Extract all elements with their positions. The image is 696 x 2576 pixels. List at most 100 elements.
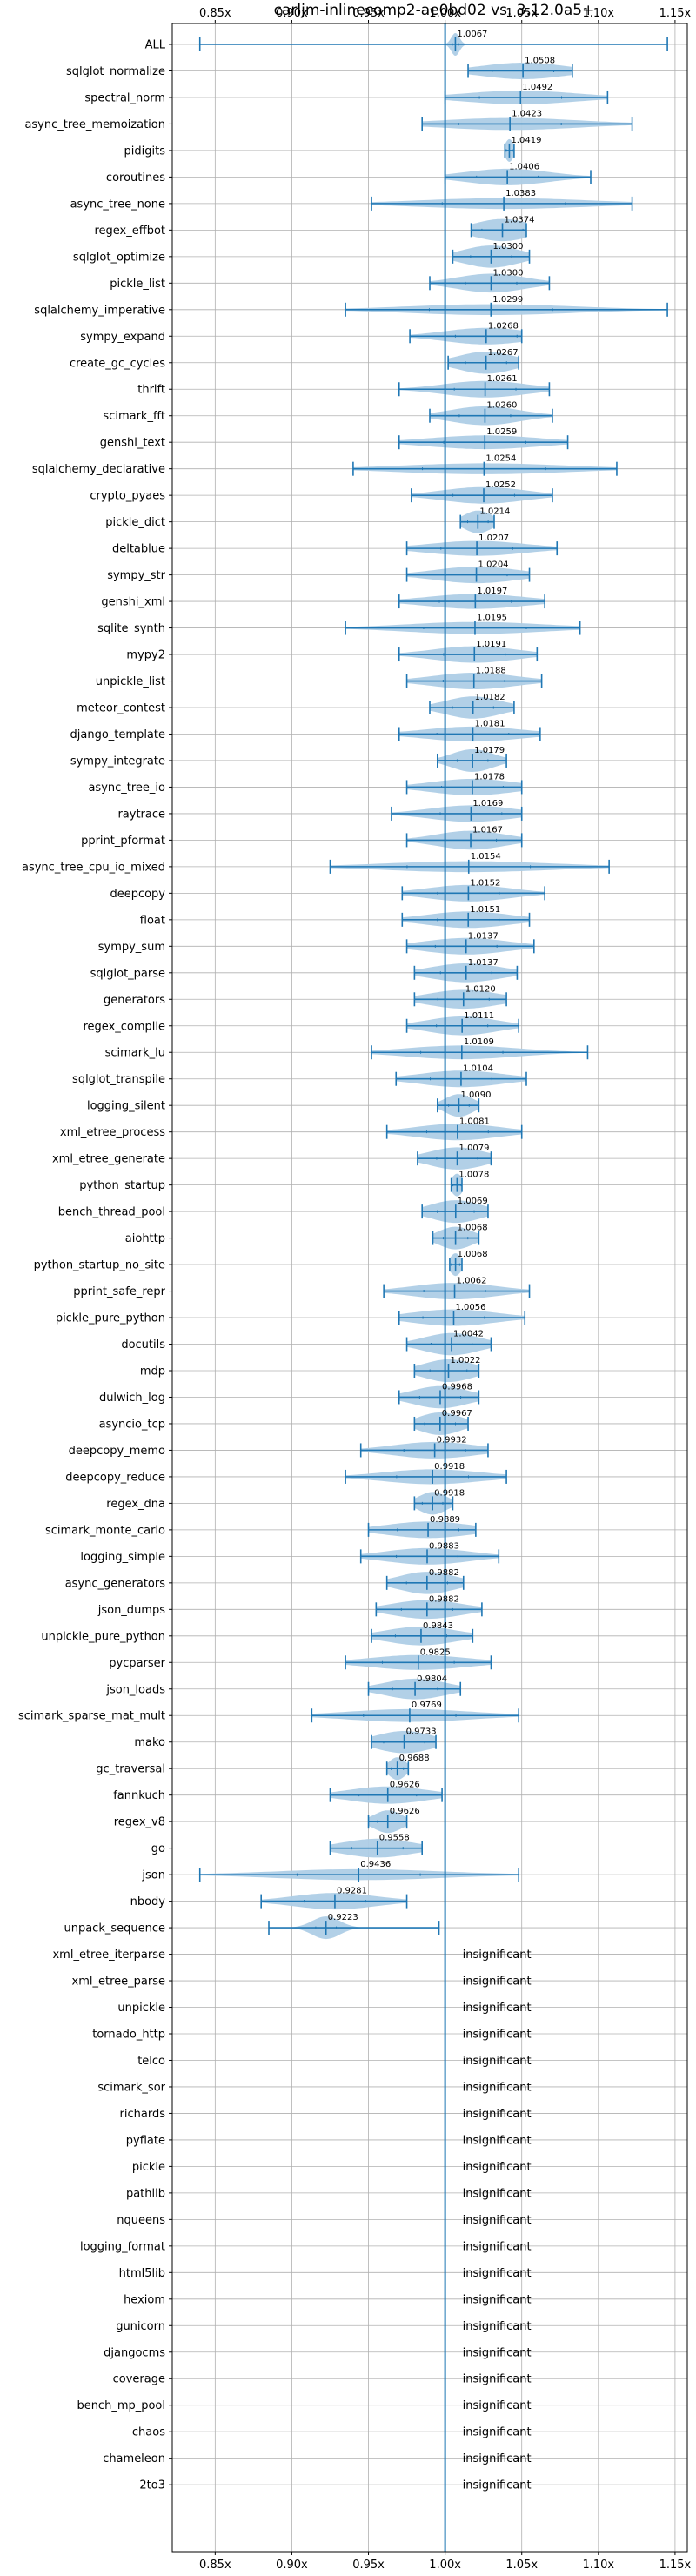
x-tick-label-bottom: 0.90x	[276, 2559, 308, 2572]
insignificant-label: insignificant	[463, 2029, 532, 2042]
median-value-label: 0.9558	[379, 1834, 410, 1843]
insignificant-label: insignificant	[463, 2002, 532, 2015]
x-tick-label-bottom: 1.10x	[582, 2559, 614, 2572]
median-value-label: 1.0068	[458, 1250, 488, 1259]
category-label: sqlglot_parse	[90, 967, 165, 980]
category-label: scimark_fft	[103, 410, 165, 423]
median-value-label: 0.9281	[337, 1887, 367, 1896]
category-label: sqlalchemy_declarative	[32, 463, 165, 476]
median-value-label: 1.0423	[512, 109, 542, 118]
median-value-label: 0.9882	[429, 1594, 459, 1604]
category-label: go	[151, 1842, 165, 1855]
category-label: sqlalchemy_imperative	[34, 304, 165, 317]
category-label: coverage	[113, 2373, 165, 2386]
median-value-label: 1.0137	[468, 931, 499, 941]
median-value-label: 1.0195	[477, 614, 507, 623]
median-value-label: 1.0299	[492, 295, 523, 305]
category-label: hexiom	[124, 2293, 165, 2306]
median-value-label: 1.0492	[522, 83, 552, 92]
category-label: logging_format	[80, 2240, 165, 2253]
median-value-label: 1.0197	[477, 587, 507, 596]
insignificant-label: insignificant	[463, 2399, 532, 2412]
category-label: json_dumps	[97, 1604, 165, 1617]
median-value-label: 1.0419	[511, 136, 541, 145]
plot-frame	[171, 23, 688, 2553]
category-label: scimark_lu	[105, 1047, 165, 1060]
category-label: regex_dna	[106, 1498, 165, 1511]
median-value-label: 0.9883	[429, 1541, 459, 1551]
median-value-label: 1.0268	[488, 321, 519, 331]
median-value-label: 0.9918	[434, 1488, 465, 1498]
category-label: deepcopy_memo	[69, 1445, 165, 1458]
median-value-label: 0.9733	[406, 1727, 437, 1737]
category-label: deepcopy_reduce	[65, 1471, 165, 1484]
median-value-label: 1.0207	[478, 533, 509, 543]
x-tick-label-top: 0.95x	[352, 7, 385, 20]
median-value-label: 1.0109	[464, 1037, 494, 1047]
median-value-label: 1.0191	[476, 640, 506, 649]
median-value-label: 0.9223	[328, 1913, 358, 1922]
category-label: genshi_text	[100, 437, 165, 450]
median-value-label: 1.0090	[460, 1090, 491, 1100]
category-label: django_template	[70, 728, 165, 741]
category-label: dulwich_log	[99, 1392, 165, 1405]
category-label: regex_compile	[83, 1020, 165, 1033]
median-value-label: 0.9626	[390, 1781, 420, 1790]
category-label: xml_etree_process	[60, 1126, 165, 1139]
insignificant-label: insignificant	[463, 1949, 532, 1962]
category-label: regex_effbot	[94, 225, 165, 238]
median-value-label: 1.0068	[458, 1224, 488, 1233]
category-label: djangocms	[104, 2346, 165, 2359]
median-value-label: 0.9804	[417, 1674, 447, 1684]
category-label: json_loads	[105, 1683, 165, 1696]
category-label: deltablue	[112, 543, 165, 556]
median-value-label: 1.0508	[525, 56, 555, 65]
median-value-label: 1.0062	[457, 1277, 487, 1286]
median-value-label: 1.0178	[474, 772, 505, 782]
category-label: coroutines	[106, 171, 165, 184]
insignificant-label: insignificant	[463, 2426, 532, 2439]
median-value-label: 0.9436	[360, 1860, 391, 1869]
category-label: sympy_str	[107, 569, 165, 582]
category-label: ALL	[145, 39, 166, 52]
category-label: regex_v8	[114, 1816, 165, 1829]
median-value-label: 1.0167	[472, 825, 503, 835]
category-label: logging_silent	[87, 1100, 165, 1113]
median-value-label: 1.0179	[474, 746, 505, 755]
insignificant-label: insignificant	[463, 2479, 532, 2492]
median-value-label: 0.9882	[429, 1568, 459, 1578]
category-label: scimark_sparse_mat_mult	[18, 1710, 165, 1723]
median-value-label: 1.0254	[485, 454, 516, 464]
median-value-label: 1.0188	[476, 667, 506, 676]
median-value-label: 0.9967	[442, 1409, 472, 1419]
median-value-label: 1.0259	[486, 427, 517, 437]
median-value-label: 1.0383	[505, 189, 536, 198]
insignificant-label: insignificant	[463, 2452, 532, 2465]
median-value-label: 1.0151	[470, 905, 500, 915]
category-label: genshi_xml	[101, 596, 165, 609]
category-label: 2to3	[139, 2479, 165, 2492]
median-value-label: 1.0067	[457, 30, 487, 39]
insignificant-label: insignificant	[463, 2346, 532, 2359]
x-tick-label-top: 0.90x	[276, 7, 308, 20]
category-label: sympy_integrate	[70, 755, 165, 768]
x-tick-label-bottom: 1.05x	[505, 2559, 538, 2572]
insignificant-label: insignificant	[463, 2293, 532, 2306]
category-label: xml_etree_generate	[52, 1153, 165, 1166]
median-value-label: 1.0042	[453, 1330, 484, 1339]
category-label: async_tree_io	[88, 782, 165, 795]
median-value-label: 1.0182	[475, 693, 505, 702]
category-label: gc_traversal	[96, 1763, 165, 1776]
insignificant-label: insignificant	[463, 2055, 532, 2068]
category-label: async_tree_cpu_io_mixed	[22, 861, 165, 874]
insignificant-label: insignificant	[463, 1976, 532, 1989]
category-label: pathlib	[126, 2187, 165, 2200]
category-label: generators	[104, 994, 165, 1007]
median-value-label: 1.0104	[463, 1064, 493, 1074]
median-value-label: 1.0374	[505, 215, 535, 225]
chart-title: carljm-inlinecomp2-ae0bd02 vs. 3.12.0a5+	[274, 2, 595, 19]
median-value-label: 1.0300	[492, 242, 523, 252]
median-value-label: 1.0022	[450, 1356, 480, 1365]
category-label: pidigits	[124, 144, 166, 158]
